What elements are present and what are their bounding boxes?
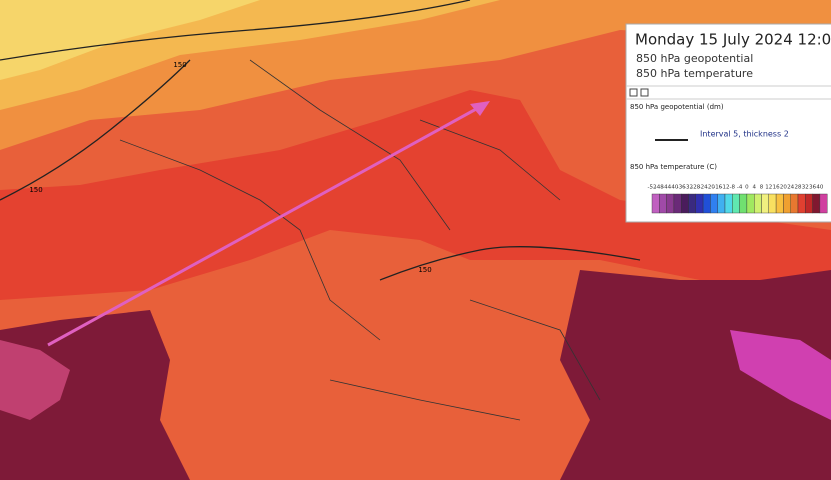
colorbar-label: 40 [816,185,823,191]
layer-name: 850 hPa temperature [636,67,753,80]
borders [119,59,601,421]
colorbar-swatch [775,193,784,214]
very-hot-spot [730,330,831,420]
colorbar-label: 32 [802,185,809,191]
colorbar-label: 16 [773,185,780,191]
colorbar-label: -24 [699,185,708,191]
contour-label: 150 [173,61,186,69]
colorbar-label: -16 [713,185,722,191]
colorbar-swatch [651,193,660,214]
colorbar-swatch [797,193,806,214]
zoom-in-icon[interactable] [629,88,638,97]
colorbar-swatch [805,193,813,214]
colorbar-swatch [812,193,821,214]
colorbar-label: 20 [780,185,787,191]
extreme-region [0,310,190,480]
colorbar-swatch [746,193,755,214]
zoom-out-icon[interactable] [640,88,649,97]
hot-region [0,90,831,300]
colorbar-swatch [659,193,667,214]
colorbar-swatch [761,193,770,214]
colorbar-label: -12 [721,185,730,191]
colorbar-swatch [681,193,689,214]
extreme-region [560,270,831,480]
colorbar-label: -48 [655,185,664,191]
colorbar-swatch [724,193,733,214]
colorbar-label: 24 [787,185,794,191]
contour-label: 150 [29,186,42,194]
arrow-head [470,101,490,116]
colorbar-label: -8 [730,185,736,191]
colorbar-swatch [688,193,697,214]
colorbar-label: 36 [809,185,816,191]
colorbar-swatch [819,193,828,214]
colorbar-label: -28 [691,185,700,191]
colorbar-swatch [710,193,718,214]
arrow [47,106,479,347]
colorbar-swatch [783,193,791,214]
colorbar-swatch [673,193,682,214]
contour-style: Interval 5, thickness 2 [700,130,789,139]
colorbar-label: -52 [648,185,657,191]
colorbar-label: -44 [662,185,671,191]
colorbar-swatch [666,193,675,214]
colorbar-label: 4 [752,185,756,191]
colorbar-swatch [732,193,740,214]
colorbar-label: -20 [706,185,715,191]
colorbar-swatch [739,193,748,214]
colorbar-label: 12 [765,185,772,191]
colorbar-label: -40 [669,185,678,191]
colorbar-label: -4 [737,185,743,191]
legend-section-title: 850 hPa geopotential (dm) [630,103,724,111]
colorbar-swatch [695,193,704,214]
colorbar-swatch [768,193,777,214]
colorbar-label: -32 [684,185,693,191]
very-hot-spot [0,340,70,420]
legend-title: Monday 15 July 2024 12:00 U [635,31,831,49]
geopotential-contour [0,59,191,201]
colorbar-swatch [717,193,726,214]
colorbar-label: -36 [677,185,686,191]
geopotential-contour [379,246,641,281]
colorbar-swatch [754,193,762,214]
colorbar-label: 0 [745,185,749,191]
legend-panel [625,23,831,223]
colorbar-swatch [702,193,711,214]
geopotential-contour [0,0,471,61]
contour-label: 150 [418,266,431,274]
yellow-region [0,0,260,80]
colorbar-swatch [790,193,799,214]
legend-section-title: 850 hPa temperature (C) [630,163,717,171]
colorbar-label: 8 [760,185,764,191]
layer-name: 850 hPa geopotential [636,52,753,65]
colorbar-label: 28 [795,185,802,191]
